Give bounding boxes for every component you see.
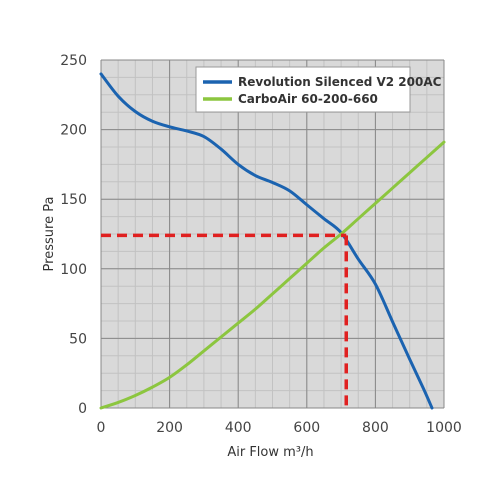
legend-label-carboair: CarboAir 60-200-660 [238,92,378,106]
x-tick-label: 200 [156,420,183,436]
x-axis-label: Air Flow m³/h [227,445,313,460]
y-tick-label: 250 [60,53,87,69]
y-tick-label: 150 [60,192,87,208]
legend-box [195,66,411,113]
y-tick-label: 50 [69,331,87,347]
y-axis-ticks: 0 50 100 150 200 250 [60,53,87,417]
legend-label-revolution: Revolution Silenced V2 200AC [238,75,442,89]
x-tick-label: 1000 [426,420,462,436]
y-axis-label: Pressure Pa [42,197,57,272]
y-tick-label: 200 [60,123,87,139]
series-line-revolution [99,72,434,410]
legend: Revolution Silenced V2 200AC CarboAir 60… [195,66,442,113]
y-tick-label: 0 [78,401,87,417]
operating-point-lines [101,233,348,408]
series-lines [99,72,446,410]
x-tick-label: 400 [225,420,252,436]
x-axis-ticks: 0 200 400 600 800 1000 [97,420,462,436]
x-tick-label: 0 [97,420,106,436]
y-tick-label: 100 [60,262,87,278]
series-line-carboair [99,140,446,410]
x-tick-label: 800 [362,420,389,436]
x-tick-label: 600 [293,420,320,436]
